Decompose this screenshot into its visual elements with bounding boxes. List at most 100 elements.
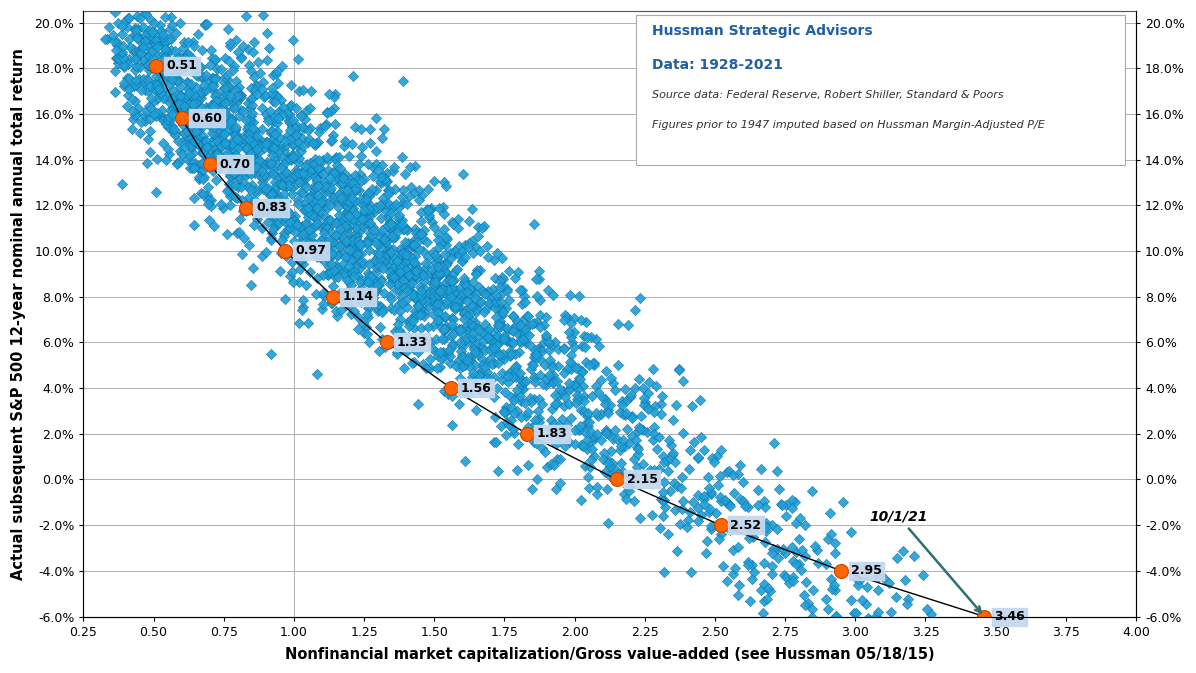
Point — [331, 305, 350, 316]
Point — [196, 70, 215, 81]
Point — [409, 343, 428, 354]
Point — [551, 428, 570, 439]
Point — [757, 594, 776, 604]
Point — [276, 212, 295, 223]
Point — [291, 256, 310, 267]
Point — [230, 227, 249, 238]
Point — [395, 223, 414, 234]
Point — [123, 106, 142, 116]
Point — [276, 166, 295, 177]
Point — [457, 287, 476, 297]
Point — [736, 501, 755, 511]
Point — [208, 161, 227, 172]
Point — [195, 20, 214, 30]
Point — [240, 149, 260, 160]
Point — [300, 192, 319, 203]
Point — [227, 91, 246, 102]
Point — [214, 112, 233, 122]
Point — [193, 71, 212, 81]
Point — [456, 239, 475, 250]
Point — [288, 172, 307, 182]
Point — [337, 189, 356, 200]
Point — [605, 425, 624, 435]
Point — [487, 339, 506, 350]
Point — [402, 239, 421, 250]
Point — [465, 340, 484, 351]
Point — [628, 425, 647, 436]
Point — [177, 77, 196, 87]
Point — [238, 97, 257, 108]
Point — [501, 349, 520, 359]
Point — [701, 489, 720, 499]
Point — [568, 363, 587, 374]
Point — [720, 524, 739, 535]
Point — [392, 192, 411, 203]
Point — [401, 162, 420, 172]
Point — [673, 376, 692, 387]
Point — [243, 108, 262, 118]
Point — [126, 24, 145, 35]
Point — [276, 251, 295, 262]
Point — [392, 215, 411, 225]
Point — [238, 143, 257, 153]
Point — [489, 302, 508, 312]
Point — [458, 354, 477, 365]
Point — [695, 491, 714, 502]
Point — [441, 343, 460, 353]
Point — [733, 496, 752, 507]
Point — [593, 393, 612, 404]
Point — [190, 118, 209, 129]
Point — [336, 200, 355, 211]
Point — [382, 207, 401, 218]
Point — [470, 297, 489, 308]
Point — [309, 180, 328, 191]
Point — [509, 326, 529, 336]
Point — [299, 212, 318, 223]
Point — [262, 149, 281, 160]
Point — [315, 227, 334, 238]
Point — [764, 437, 783, 448]
Text: 2.95: 2.95 — [852, 565, 881, 577]
Point — [197, 18, 216, 29]
Point — [189, 125, 208, 135]
Point — [372, 276, 391, 287]
Point — [428, 262, 447, 273]
Point — [130, 61, 150, 72]
Point — [306, 289, 325, 299]
Point — [212, 141, 231, 151]
Point — [469, 369, 488, 380]
Point — [271, 61, 291, 71]
Point — [459, 238, 478, 248]
Point — [405, 161, 425, 172]
Point — [697, 536, 716, 546]
Point — [271, 248, 291, 258]
Point — [407, 273, 426, 283]
Point — [348, 240, 367, 250]
Point — [236, 130, 255, 141]
Point — [232, 249, 251, 260]
Point — [318, 269, 337, 280]
Point — [700, 483, 719, 493]
Point — [498, 285, 517, 296]
Point — [244, 262, 263, 273]
Point — [466, 269, 486, 279]
Point — [513, 330, 532, 341]
Point — [276, 180, 295, 191]
Point — [262, 160, 281, 170]
Point — [249, 157, 268, 168]
Point — [109, 54, 128, 65]
Point — [325, 272, 344, 283]
Point — [352, 193, 371, 204]
Point — [184, 92, 203, 103]
Point — [350, 169, 370, 180]
Point — [463, 320, 482, 331]
Point — [209, 149, 228, 160]
Point — [378, 221, 397, 232]
Point — [293, 302, 312, 312]
Point — [511, 412, 530, 423]
Point — [112, 48, 132, 59]
Point — [225, 130, 244, 141]
Point — [276, 244, 295, 255]
Point — [257, 136, 276, 147]
Point — [432, 239, 451, 250]
